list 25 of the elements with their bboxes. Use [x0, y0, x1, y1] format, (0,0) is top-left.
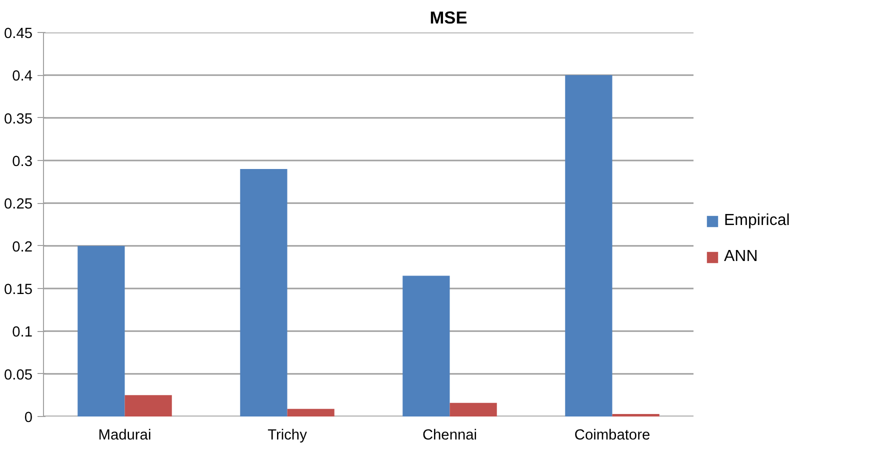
bar	[612, 414, 660, 416]
bar	[78, 246, 125, 416]
x-tick-label: Coimbatore	[574, 428, 650, 444]
x-tick-label: Chennai	[422, 428, 478, 444]
y-tick-label: 0.4	[12, 68, 32, 85]
y-tick-label: 0.05	[4, 367, 33, 384]
bar	[402, 276, 450, 416]
x-tick-label: Madurai	[98, 428, 152, 444]
chart-title: MSE	[430, 8, 468, 28]
bar	[240, 169, 288, 416]
y-tick-label: 0.25	[4, 196, 33, 213]
legend-label: Empirical	[724, 212, 790, 230]
bar	[565, 75, 612, 416]
y-tick-label: 0.45	[4, 26, 33, 42]
x-tick-label: Trichy	[268, 428, 308, 444]
y-tick-label: 0	[24, 410, 33, 426]
y-tick-label: 0.15	[4, 282, 33, 298]
y-tick-label: 0.35	[4, 111, 33, 128]
y-tick-label: 0.2	[12, 239, 32, 256]
bar	[287, 408, 334, 416]
bar	[450, 402, 497, 416]
bar	[124, 395, 172, 416]
legend-label: ANN	[724, 248, 758, 266]
y-tick-label: 0.1	[12, 324, 32, 341]
y-tick-label: 0.3	[12, 154, 32, 170]
